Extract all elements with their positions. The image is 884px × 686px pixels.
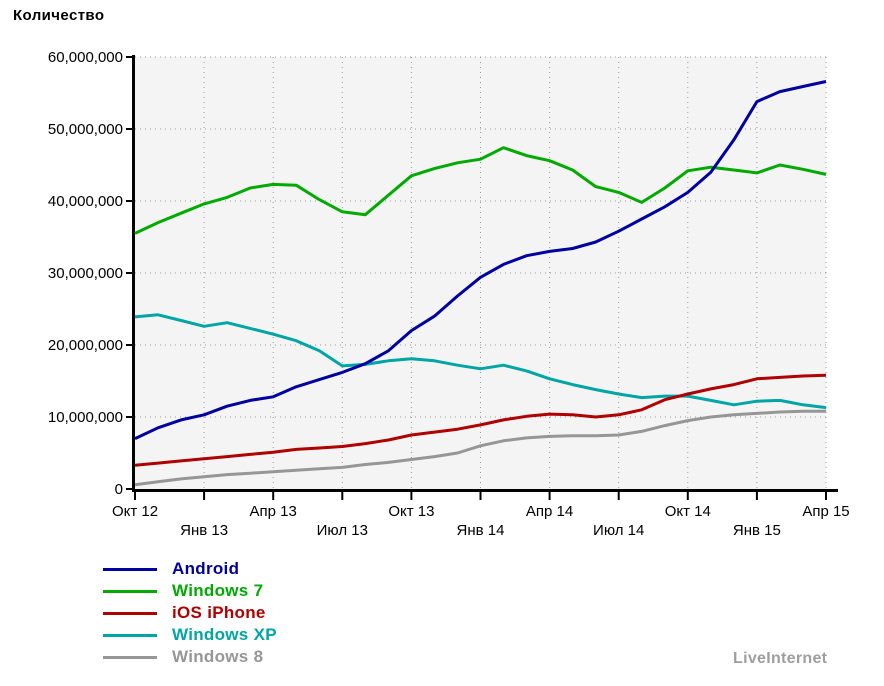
- legend-item-ios-iphone: iOS iPhone: [103, 602, 277, 624]
- series-line-android: [134, 80, 827, 440]
- x-tick-label: Окт 14: [665, 503, 711, 520]
- series-line-ios-iphone: [134, 373, 827, 467]
- series-line-windows-8: [134, 409, 826, 487]
- x-tick-label: Апр 14: [526, 503, 573, 520]
- chart-plot: 0 10,000,000 20,000,000 30,000,000 40,000,00…: [48, 49, 850, 539]
- x-tick-label: Июл 13: [317, 522, 368, 539]
- legend-item-windows-7: Windows 7: [103, 580, 277, 602]
- x-tick-label: Июл 14: [593, 522, 644, 539]
- series-line-windows-7: [134, 146, 827, 235]
- y-tick-label: 0: [115, 481, 123, 498]
- legend-item-android: Android: [103, 558, 277, 580]
- legend-line-swatch: [103, 567, 157, 571]
- legend-label: Android: [172, 559, 240, 578]
- x-tick-label: Янв 13: [180, 522, 228, 539]
- legend-item-windows-xp: Windows XP: [103, 624, 277, 646]
- y-tick-label: 50,000,000: [48, 121, 123, 138]
- y-tick-label: 60,000,000: [48, 49, 123, 66]
- y-tick-label: 30,000,000: [48, 265, 123, 282]
- x-tick-label: Окт 13: [388, 503, 434, 520]
- y-tick-label: 10,000,000: [48, 409, 123, 426]
- x-tick-label: Апр 15: [802, 503, 849, 520]
- x-tick-label: Окт 12: [112, 503, 158, 520]
- legend-label: Windows 8: [172, 647, 264, 666]
- y-tick-label: 40,000,000: [48, 193, 123, 210]
- legend-line-swatch: [103, 633, 157, 637]
- series-line-windows-xp: [134, 313, 827, 410]
- legend-label: Windows 7: [172, 581, 264, 600]
- legend-line-swatch: [103, 611, 157, 615]
- y-tick-label: 20,000,000: [48, 337, 123, 354]
- legend-label: iOS iPhone: [172, 603, 266, 622]
- legend-item-windows-8: Windows 8: [103, 646, 277, 668]
- x-tick-label: Янв 15: [733, 522, 781, 539]
- chart-legend: Android Windows 7 iOS iPhone Windows XP Wind…: [103, 558, 277, 668]
- x-tick-label: Апр 13: [250, 503, 297, 520]
- x-tick-label: Янв 14: [457, 522, 505, 539]
- chart-title: Количество: [13, 7, 105, 24]
- legend-label: Windows XP: [172, 625, 277, 644]
- legend-line-swatch: [103, 655, 157, 659]
- legend-line-swatch: [103, 589, 157, 593]
- liveinternet-watermark: LiveInternet: [733, 650, 828, 667]
